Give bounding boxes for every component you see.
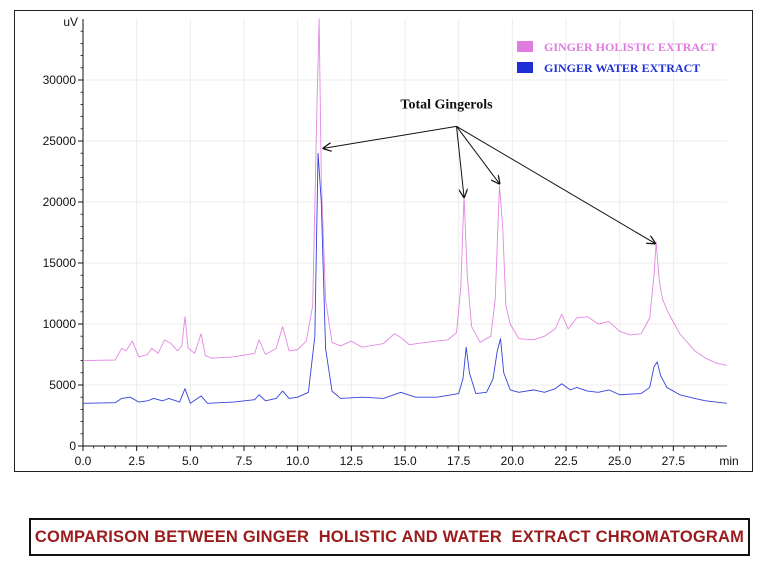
annotation-arrow-2 bbox=[456, 126, 465, 197]
x-tick-label: 25.0 bbox=[608, 454, 632, 468]
x-tick-label: 22.5 bbox=[554, 454, 578, 468]
x-tick-label: 12.5 bbox=[340, 454, 364, 468]
chromatogram-chart: 0 5000 10000 15000 20000 25000 30000 0.0 2.5 5.0 7… bbox=[43, 15, 739, 468]
annotation-arrow-4 bbox=[456, 125, 656, 243]
x-tick-label: 27.5 bbox=[662, 454, 686, 468]
x-tick-label: 15.0 bbox=[393, 454, 417, 468]
caption-box: COMPARISON BETWEEN GINGER HOLISTIC AND W… bbox=[29, 518, 750, 556]
series-line-2 bbox=[83, 152, 727, 404]
axes: 0 5000 10000 15000 20000 25000 30000 0.0 2.5 5.0 7… bbox=[43, 15, 739, 468]
legend-label-1: GINGER HOLISTIC EXTRACT bbox=[544, 40, 717, 54]
x-tick-label: 20.0 bbox=[501, 454, 525, 468]
legend-swatch-2 bbox=[517, 62, 533, 73]
legend: GINGER HOLISTIC EXTRACT GINGER WATER EXTR… bbox=[517, 40, 717, 75]
y-tick-label: 0 bbox=[69, 439, 76, 453]
x-tick-label: 5.0 bbox=[182, 454, 199, 468]
y-unit-label: uV bbox=[63, 15, 78, 29]
x-tick-label: 10.0 bbox=[286, 454, 310, 468]
chart-frame: 0 5000 10000 15000 20000 25000 30000 0.0 2.5 5.0 7… bbox=[14, 10, 753, 472]
x-tick-label: 2.5 bbox=[128, 454, 145, 468]
x-tick-label: 7.5 bbox=[236, 454, 253, 468]
y-tick-label: 15000 bbox=[43, 256, 77, 270]
annotation: Total Gingerols bbox=[323, 97, 655, 243]
chart-caption: COMPARISON BETWEEN GINGER HOLISTIC AND W… bbox=[34, 527, 745, 546]
y-tick-label: 20000 bbox=[43, 195, 77, 209]
y-tick-label: 5000 bbox=[49, 378, 76, 392]
series-line-1 bbox=[83, 18, 727, 366]
x-unit-label: min bbox=[719, 454, 738, 468]
y-tick-label: 10000 bbox=[43, 317, 77, 331]
x-tick-label: 17.5 bbox=[447, 454, 471, 468]
x-tick-label: 0.0 bbox=[75, 454, 92, 468]
series-lines bbox=[83, 18, 727, 404]
annotation-arrow-3 bbox=[456, 126, 500, 183]
y-tick-label: 25000 bbox=[43, 134, 77, 148]
legend-label-2: GINGER WATER EXTRACT bbox=[544, 61, 700, 75]
grid-lines bbox=[82, 19, 727, 447]
annotation-arrow-1 bbox=[323, 125, 457, 148]
y-tick-label: 30000 bbox=[43, 73, 77, 87]
annotation-label: Total Gingerols bbox=[400, 97, 493, 112]
legend-swatch-1 bbox=[517, 41, 533, 52]
